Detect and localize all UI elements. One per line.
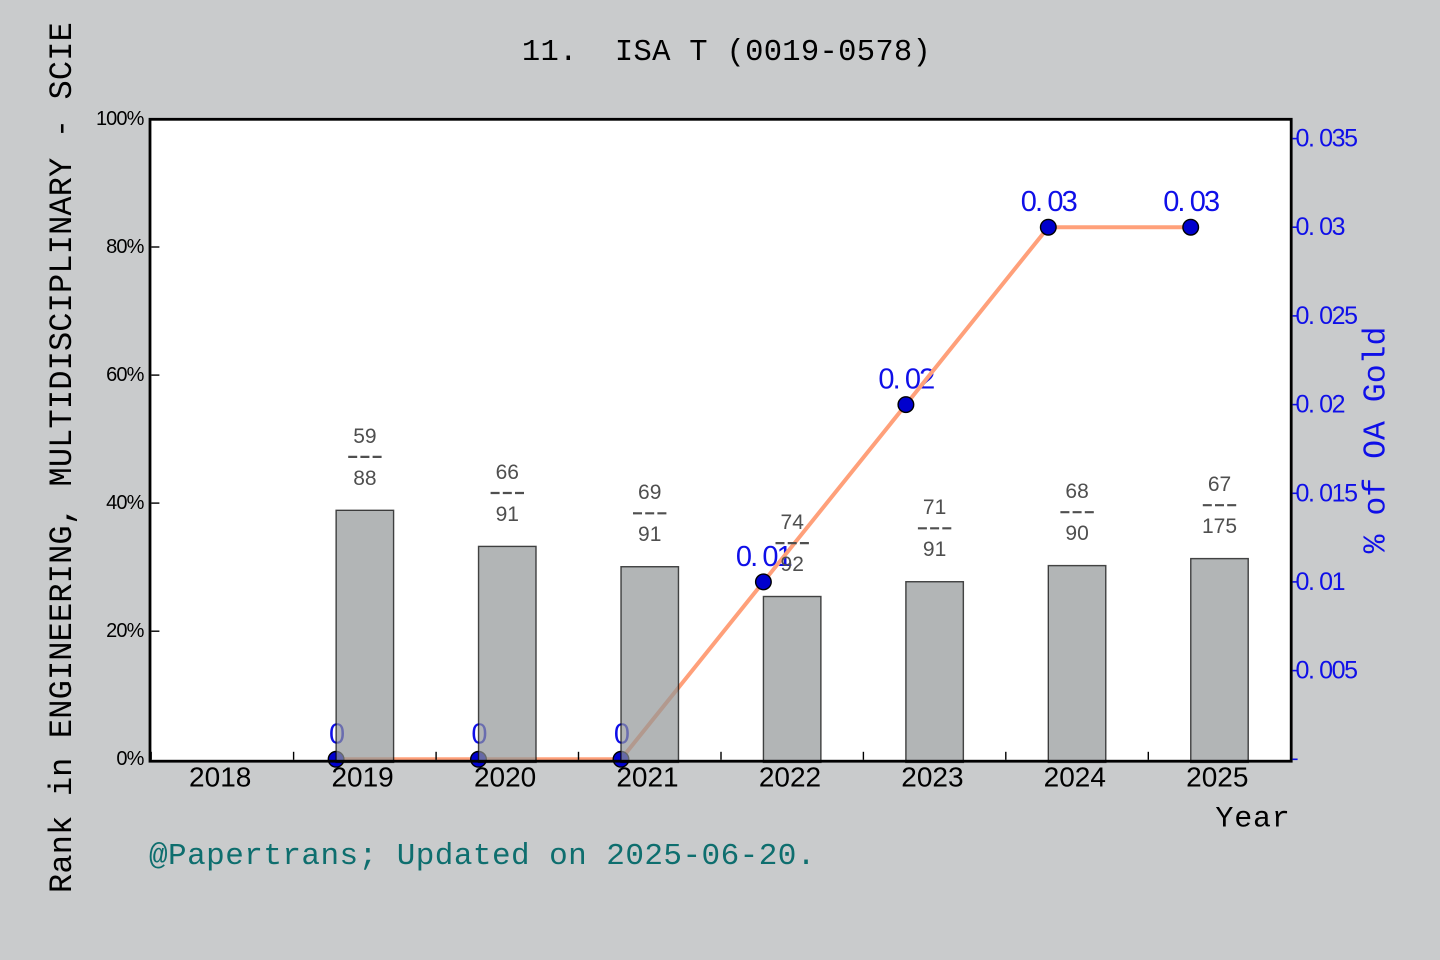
- svg-text:100%: 100%: [96, 108, 145, 130]
- svg-text:88: 88: [353, 467, 376, 490]
- svg-text:2019: 2019: [331, 762, 393, 793]
- svg-text:2018: 2018: [189, 762, 251, 793]
- svg-text:91: 91: [638, 523, 661, 546]
- svg-text:2023: 2023: [901, 762, 963, 793]
- svg-text:71: 71: [923, 496, 946, 519]
- svg-text:60%: 60%: [106, 364, 144, 386]
- svg-text:2021: 2021: [616, 762, 678, 793]
- svg-text:69: 69: [638, 481, 661, 504]
- svg-text:2024: 2024: [1044, 762, 1106, 793]
- svg-text:92: 92: [781, 553, 804, 576]
- svg-text:0. 03: 0. 03: [1296, 213, 1345, 241]
- svg-text:% of OA Gold: % of OA Gold: [1360, 327, 1395, 554]
- svg-text:67: 67: [1208, 473, 1231, 496]
- svg-text:0. 025: 0. 025: [1296, 302, 1358, 330]
- svg-text:0%: 0%: [116, 748, 144, 770]
- svg-text:2022: 2022: [759, 762, 821, 793]
- svg-text:74: 74: [781, 511, 805, 534]
- svg-text:Rank in ENGINEERING, MULTIDISC: Rank in ENGINEERING, MULTIDISCIPLINARY -…: [44, 22, 81, 893]
- svg-text:91: 91: [923, 538, 946, 561]
- svg-text:0. 015: 0. 015: [1296, 479, 1358, 507]
- svg-text:0. 03: 0. 03: [1163, 186, 1219, 218]
- svg-text:0. 02: 0. 02: [1296, 391, 1345, 419]
- svg-text:91: 91: [496, 503, 519, 526]
- svg-text:@Papertrans; Updated on 2025-0: @Papertrans; Updated on 2025-06-20.: [149, 839, 816, 874]
- svg-text:40%: 40%: [106, 492, 144, 514]
- svg-text:11. ISA T (0019-0578): 11. ISA T (0019-0578): [522, 36, 931, 70]
- svg-text:68: 68: [1065, 480, 1088, 503]
- svg-text:2025: 2025: [1186, 762, 1248, 793]
- svg-text:66: 66: [496, 461, 519, 484]
- svg-text:0. 03: 0. 03: [1021, 186, 1077, 218]
- svg-text:Year: Year: [1215, 803, 1290, 837]
- svg-text:0. 035: 0. 035: [1296, 125, 1358, 153]
- svg-text:0. 005: 0. 005: [1296, 657, 1358, 685]
- svg-text:0. 01: 0. 01: [1296, 568, 1345, 596]
- svg-text:2020: 2020: [474, 762, 536, 793]
- svg-text:20%: 20%: [106, 620, 144, 642]
- svg-text:90: 90: [1065, 522, 1088, 545]
- svg-text:175: 175: [1202, 515, 1237, 538]
- svg-text:59: 59: [353, 425, 376, 448]
- svg-text:80%: 80%: [106, 236, 144, 258]
